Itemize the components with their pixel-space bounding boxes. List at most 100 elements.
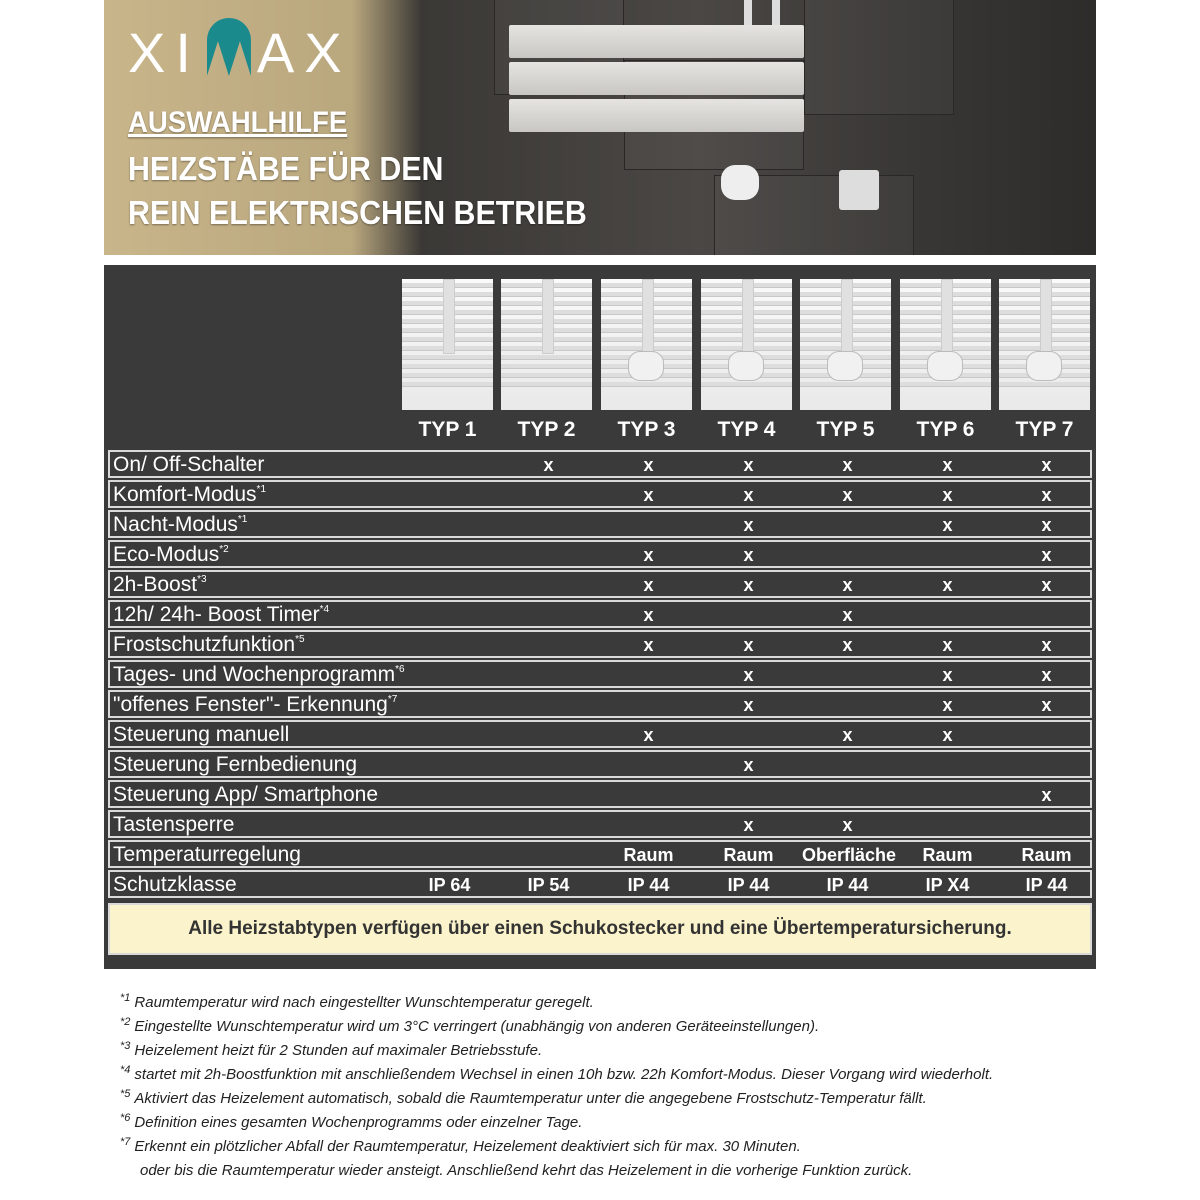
footnote: *7 Erkennt ein plötzlicher Abfall der Rau… xyxy=(120,1136,801,1155)
table-cell: x xyxy=(743,695,754,715)
feature-label: On/ Off-Schalter xyxy=(113,453,265,476)
feature-label: Steuerung App/ Smartphone xyxy=(113,783,379,806)
wall-tile xyxy=(804,0,954,115)
table-cell: x xyxy=(643,455,654,475)
table-cell: IP 44 xyxy=(826,875,869,895)
table-row: Steuerung manuell x x x xyxy=(108,720,1092,748)
table-cell: x xyxy=(743,485,754,505)
table-cell: Raum xyxy=(922,845,973,865)
type-header: TYP 4 xyxy=(717,418,776,441)
table-cell: x xyxy=(842,815,853,835)
radiator-image xyxy=(509,25,804,58)
product-image-typ-4 xyxy=(701,279,792,410)
table-cell: Oberfläche xyxy=(802,845,897,865)
type-header: TYP 3 xyxy=(617,418,676,441)
table-cell: x xyxy=(743,545,754,565)
table-cell: x xyxy=(942,725,953,745)
table-cell: x xyxy=(743,575,754,595)
footnote: *1 Raumtemperatur wird nach eingestellter… xyxy=(120,992,594,1011)
table-row: Temperaturregelung Raum Raum Oberfläche Raum… xyxy=(108,840,1092,868)
type-header: TYP 5 xyxy=(816,418,875,441)
table-cell: x xyxy=(643,575,654,595)
footnote: *6 Definition eines gesamten Wochenprogra… xyxy=(120,1112,583,1131)
table-cell: x xyxy=(1041,515,1052,535)
table-cell: x xyxy=(743,635,754,655)
table-row: Schutzklasse IP 64 IP 54 IP 44 IP 44 IP 44 IP … xyxy=(108,870,1092,898)
table-cell: x xyxy=(942,455,953,475)
table-row: Tastensperre x x xyxy=(108,810,1092,838)
feature-label: 2h-Boost*3 xyxy=(113,573,207,596)
feature-label: Komfort-Modus*1 xyxy=(113,483,266,506)
table-cell: x xyxy=(942,635,953,655)
footnote: *3 Heizelement heizt für 2 Stunden auf ma… xyxy=(120,1040,543,1059)
table-cell: IP 54 xyxy=(527,875,570,895)
table-cell: x xyxy=(942,695,953,715)
footnote: *5 Aktiviert das Heizelement automatisch,… xyxy=(120,1088,927,1107)
table-cell: x xyxy=(1041,575,1052,595)
table-cell: x xyxy=(643,725,654,745)
table-cell: Raum xyxy=(623,845,674,865)
page-title-line-1: HEIZSTÄBE FÜR DEN xyxy=(128,150,444,187)
table-cell: x xyxy=(942,515,953,535)
feature-label: Temperaturregelung xyxy=(113,843,301,866)
subtitle: AUSWAHLHILFE xyxy=(128,106,348,139)
hero-banner: XI AX AUSWAHLHILFE HEIZSTÄBE FÜR DEN REIN… xyxy=(104,0,1096,255)
type-header: TYP 1 xyxy=(418,418,477,441)
feature-label: Nacht-Modus*1 xyxy=(113,513,248,536)
table-cell: x xyxy=(1041,665,1052,685)
feature-label: Tages- und Wochenprogramm*6 xyxy=(113,663,405,686)
product-image-typ-6 xyxy=(900,279,991,410)
product-image-typ-7 xyxy=(999,279,1090,410)
table-cell: x xyxy=(942,665,953,685)
product-image-typ-1 xyxy=(402,279,493,410)
feature-label: Frostschutzfunktion*5 xyxy=(113,633,305,656)
table-cell: x xyxy=(842,455,853,475)
table-cell: x xyxy=(643,545,654,565)
table-cell: x xyxy=(643,635,654,655)
table-row: Steuerung App/ Smartphone x xyxy=(108,780,1092,808)
feature-label: Tastensperre xyxy=(113,813,235,836)
table-cell: x xyxy=(543,455,554,475)
footnotes: *1 Raumtemperatur wird nach eingestellter… xyxy=(120,992,993,1184)
table-cell: x xyxy=(1041,635,1052,655)
table-cell: x xyxy=(842,575,853,595)
wall-tile xyxy=(714,175,914,255)
table-row: Komfort-Modus*1 x x x x x xyxy=(108,480,1092,508)
table-row: 2h-Boost*3 x x x x x xyxy=(108,570,1092,598)
table-cell: IP 44 xyxy=(1025,875,1068,895)
table-row: On/ Off-Schalter x x x x x x xyxy=(108,450,1092,478)
table-row: Frostschutzfunktion*5 x x x x x xyxy=(108,630,1092,658)
footnote: oder bis die Raumtemperatur wieder anste… xyxy=(140,1162,913,1179)
table-cell: x xyxy=(942,575,953,595)
table-cell: x xyxy=(1041,695,1052,715)
product-image-typ-5 xyxy=(800,279,891,410)
table-cell: Raum xyxy=(723,845,774,865)
type-header: TYP 2 xyxy=(517,418,576,441)
product-image-typ-2 xyxy=(501,279,592,410)
table-cell: Raum xyxy=(1021,845,1072,865)
table-cell: x xyxy=(842,635,853,655)
table-cell: IP X4 xyxy=(925,875,970,895)
brand-logo: XI AX xyxy=(128,18,352,85)
table-cell: x xyxy=(1041,455,1052,475)
table-cell: x xyxy=(942,485,953,505)
feature-label: 12h/ 24h- Boost Timer*4 xyxy=(113,603,330,626)
table-cell: x xyxy=(643,605,654,625)
table-row: Steuerung Fernbedienung x xyxy=(108,750,1092,778)
table-cell: x xyxy=(743,815,754,835)
table-cell: x xyxy=(743,455,754,475)
table-cell: x xyxy=(842,725,853,745)
feature-label: "offenes Fenster"- Erkennung*7 xyxy=(113,693,398,716)
table-row: "offenes Fenster"- Erkennung*7 x x x xyxy=(108,690,1092,718)
feature-label: Schutzklasse xyxy=(113,873,237,896)
table-row: Tages- und Wochenprogramm*6 x x x xyxy=(108,660,1092,688)
heating-element-controller xyxy=(721,165,759,200)
table-row: Eco-Modus*2 x x x xyxy=(108,540,1092,568)
table-cell: x xyxy=(842,605,853,625)
table-cell: x xyxy=(743,755,754,775)
notice-banner: Alle Heizstabtypen verfügen über einen S… xyxy=(108,903,1092,955)
table-row: Nacht-Modus*1 x x x xyxy=(108,510,1092,538)
table-cell: x xyxy=(1041,785,1052,805)
comparison-table: TYP 1 TYP 2 TYP 3 TYP 4 TYP 5 TYP 6 TYP 7 On/ … xyxy=(104,265,1096,969)
table-cell: x xyxy=(743,515,754,535)
